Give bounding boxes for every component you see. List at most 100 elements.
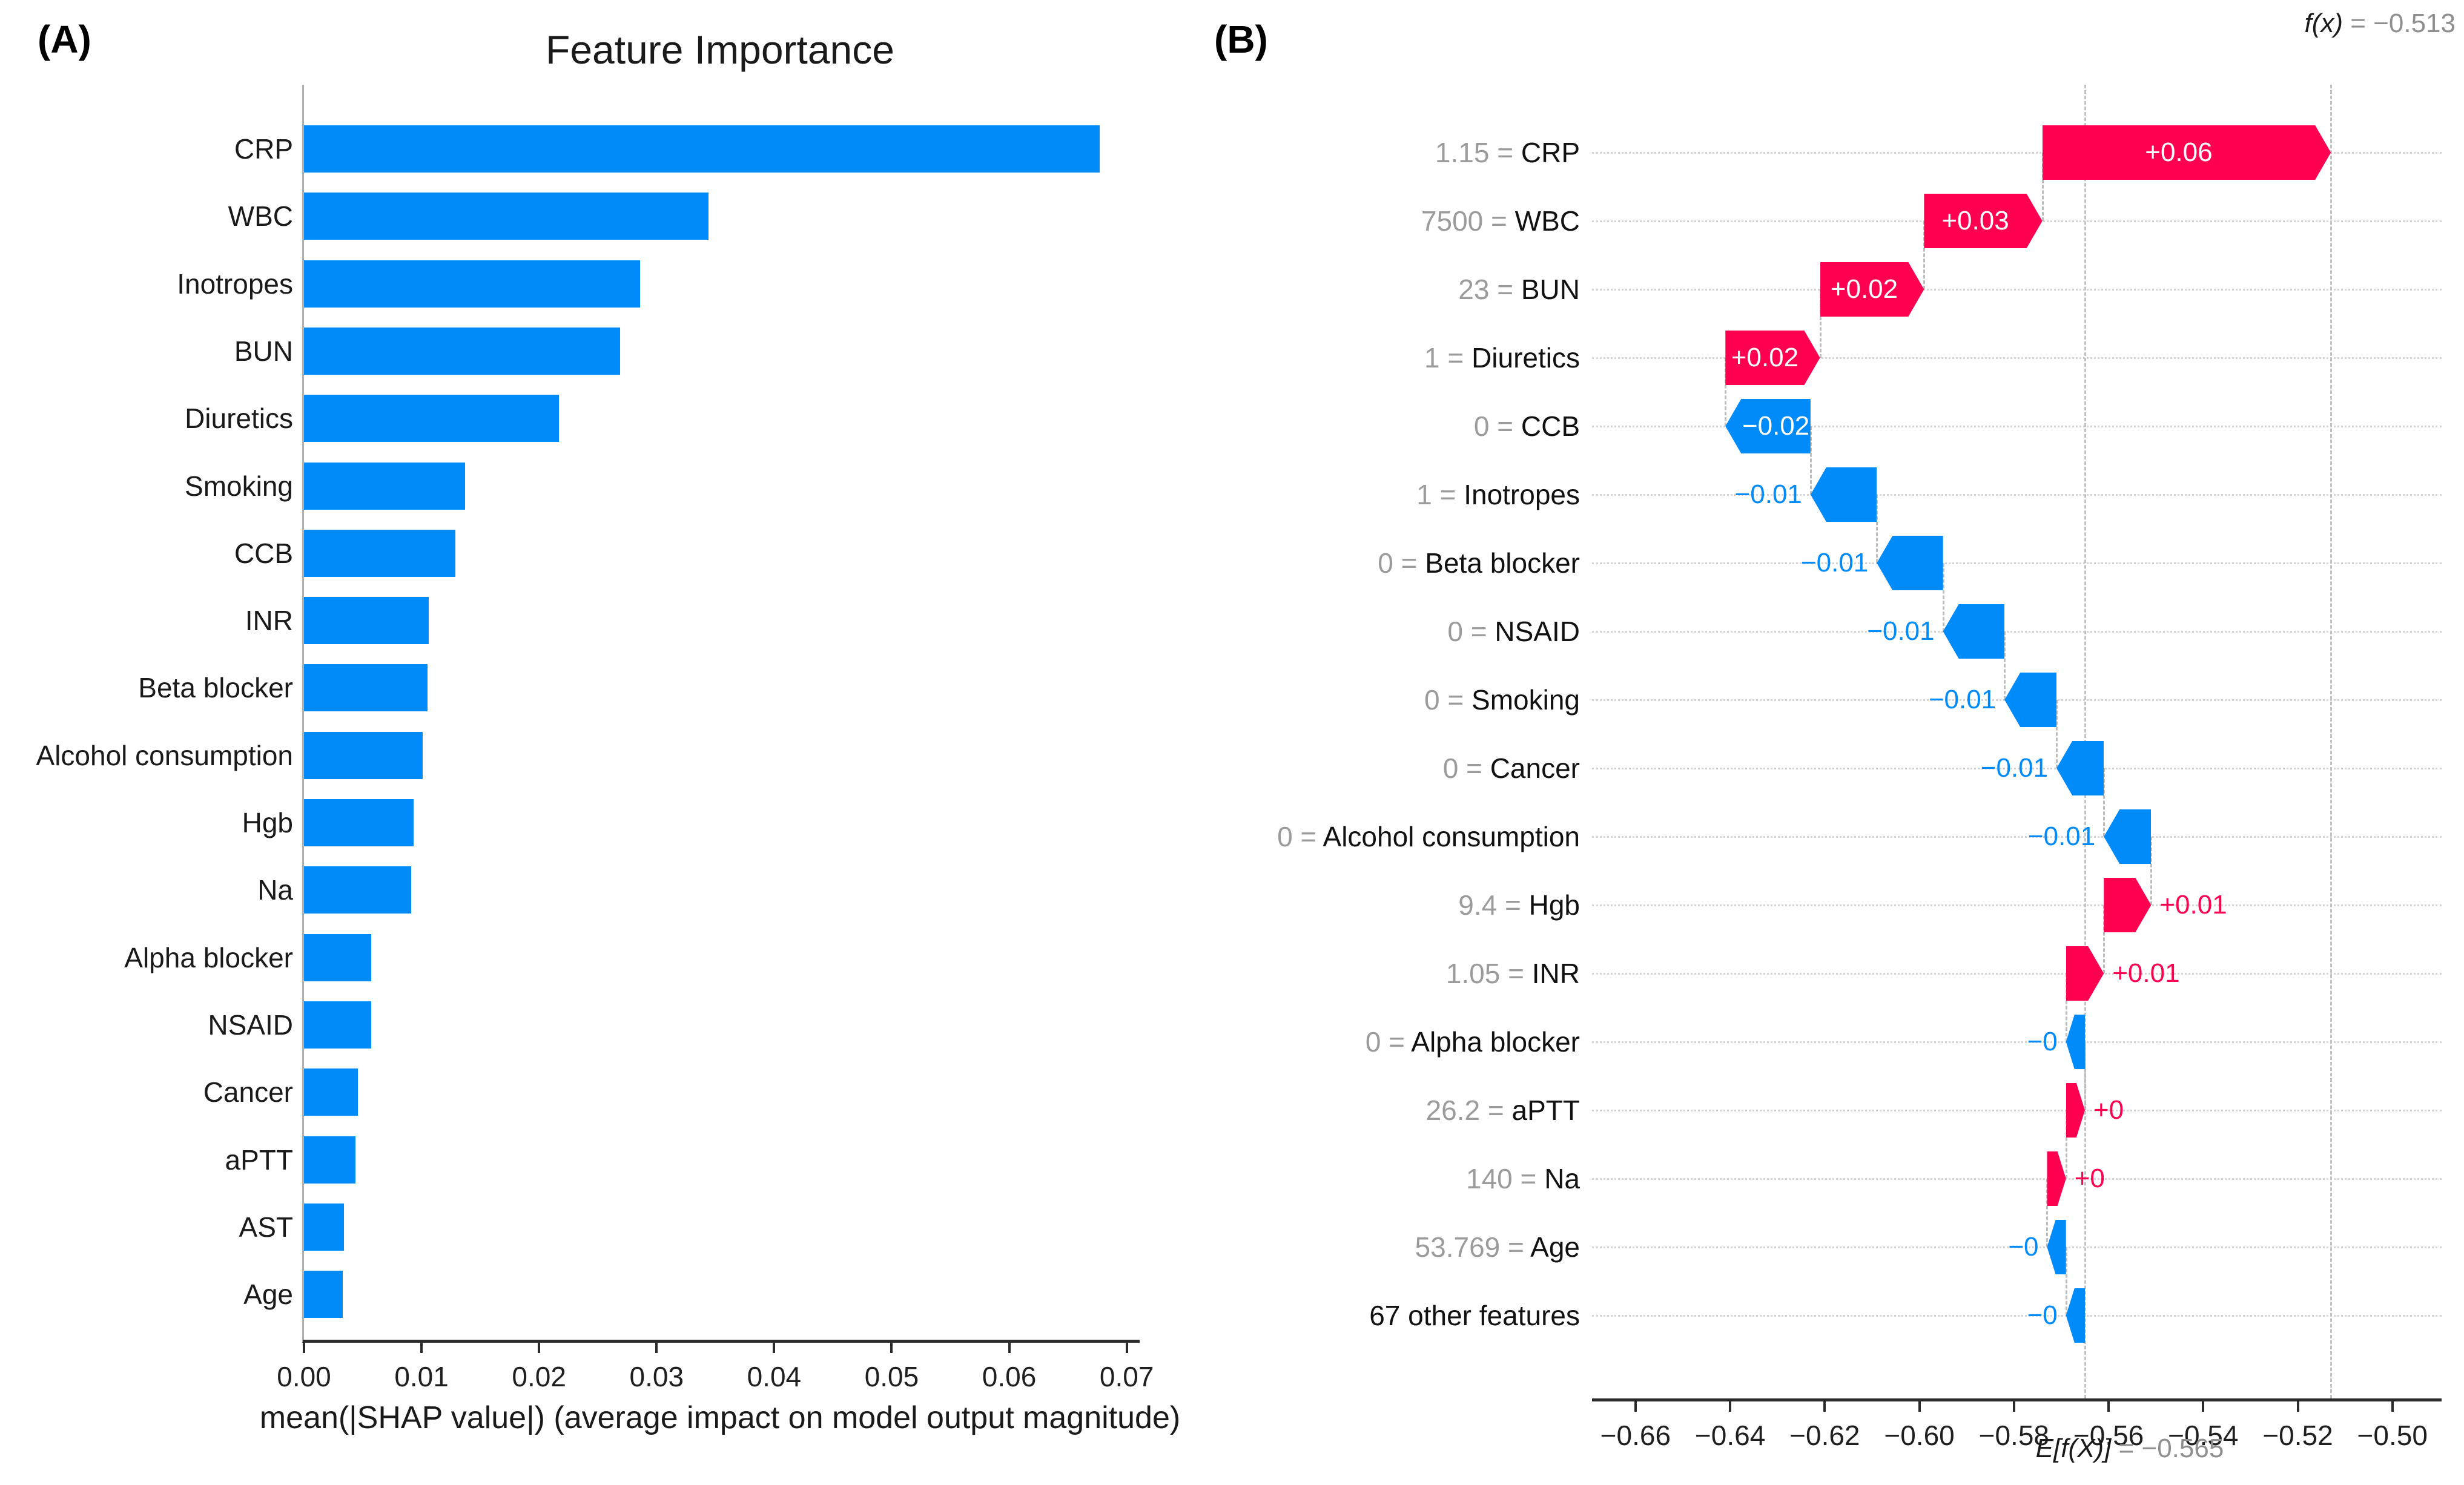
row-gridline-na xyxy=(1592,1178,2442,1180)
bar-value-inr: +0.01 xyxy=(2112,958,2180,988)
feature-name: Na xyxy=(1544,1163,1580,1194)
feature-value: 1 = xyxy=(1424,342,1472,374)
feature-name: Diuretics xyxy=(1471,342,1580,374)
x-tick-label-b-0: −0.66 xyxy=(1600,1420,1671,1451)
bar-value-beta-blocker: −0.01 xyxy=(1800,548,1869,578)
feature-value: 26.2 = xyxy=(1425,1095,1512,1126)
x-tick-a-0 xyxy=(303,1340,305,1353)
bar-value-smoking: −0.01 xyxy=(1928,685,1997,714)
feature-value: 0 = xyxy=(1365,1026,1412,1058)
row-label-diuretics: 1 = Diuretics xyxy=(1217,340,1580,376)
connector-15 xyxy=(2046,1179,2049,1247)
connector-1 xyxy=(1923,221,1926,289)
bar-diuretics xyxy=(304,395,560,443)
row-label-crp: 1.15 = CRP xyxy=(1217,134,1580,171)
x-tick-b-7 xyxy=(2296,1398,2299,1412)
y-label-nsaid: NSAID xyxy=(208,1009,293,1041)
row-label-67-other-features: 67 other features xyxy=(1217,1297,1580,1334)
feature-value: 0 = xyxy=(1378,547,1425,579)
feature-value: 0 = xyxy=(1277,821,1323,852)
x-tick-label-a-0: 0.00 xyxy=(277,1361,331,1392)
y-label-aptt: aPTT xyxy=(225,1144,293,1176)
connector-10 xyxy=(2150,837,2153,905)
feature-value: 0 = xyxy=(1473,410,1521,442)
x-tick-label-b-2: −0.62 xyxy=(1789,1420,1860,1451)
x-tick-label-b-4: −0.58 xyxy=(1978,1420,2050,1451)
y-label-inotropes: Inotropes xyxy=(177,268,293,300)
y-label-diuretics: Diuretics xyxy=(185,403,293,435)
x-tick-a-2 xyxy=(538,1340,541,1353)
bar-alcohol-consumption xyxy=(304,731,423,779)
feature-name: Smoking xyxy=(1471,684,1580,716)
x-tick-label-b-5: −0.56 xyxy=(2073,1420,2144,1451)
y-label-crp: CRP xyxy=(234,133,293,165)
feature-value: 1.15 = xyxy=(1435,137,1521,168)
bar-value-nsaid: −0.01 xyxy=(1867,616,1935,646)
feature-value: 9.4 = xyxy=(1458,889,1529,921)
y-label-alpha-blocker: Alpha blocker xyxy=(124,941,293,973)
connector-12 xyxy=(2065,973,2067,1042)
waterfall-bar-diuretics xyxy=(1725,331,1820,385)
y-label-na: Na xyxy=(257,874,293,906)
x-tick-label-a-6: 0.06 xyxy=(982,1361,1037,1392)
x-tick-b-6 xyxy=(2202,1398,2205,1412)
x-tick-a-3 xyxy=(655,1340,658,1353)
feature-value: 0 = xyxy=(1424,684,1472,716)
panel-a: (A) Feature Importance CRP WBC Inotropes BU… xyxy=(0,0,1199,1485)
x-tick-b-5 xyxy=(2107,1398,2110,1412)
waterfall-bar-hgb xyxy=(2104,878,2152,932)
feature-value: 0 = xyxy=(1442,752,1490,784)
x-tick-label-b-7: −0.52 xyxy=(2262,1420,2333,1451)
chart-a-title: Feature Importance xyxy=(546,27,894,72)
x-tick-label-a-2: 0.02 xyxy=(512,1361,566,1392)
connector-7 xyxy=(2004,631,2006,700)
row-label-bun: 23 = BUN xyxy=(1217,271,1580,308)
fx-value: = −0.513 xyxy=(2350,8,2456,38)
panel-b-label: (B) xyxy=(1214,18,1268,61)
feature-value: 23 = xyxy=(1458,274,1521,305)
connector-0 xyxy=(2041,153,2044,221)
connector-3 xyxy=(1725,358,1727,426)
bar-hgb xyxy=(304,799,414,846)
row-label-smoking: 0 = Smoking xyxy=(1217,682,1580,718)
bar-aptt xyxy=(304,1136,356,1184)
bar-na xyxy=(304,866,411,914)
row-gridline-crp xyxy=(1592,152,2442,154)
y-label-age: Age xyxy=(243,1279,293,1311)
bar-cancer xyxy=(304,1068,358,1116)
bar-ccb xyxy=(304,529,456,577)
row-gridline-aptt xyxy=(1592,1110,2442,1111)
waterfall-bar-smoking xyxy=(2004,673,2057,727)
row-gridline-inotropes xyxy=(1592,494,2442,496)
bar-value-alpha-blocker: −0 xyxy=(2027,1027,2058,1056)
connector-9 xyxy=(2103,768,2106,837)
waterfall-bar-beta-blocker xyxy=(1877,536,1943,590)
connector-2 xyxy=(1819,289,1822,358)
feature-name: 67 other features xyxy=(1369,1300,1580,1331)
x-tick-label-b-1: −0.64 xyxy=(1694,1420,1766,1451)
y-label-beta-blocker: Beta blocker xyxy=(138,672,293,704)
bar-chart-plot-area: CRP WBC Inotropes BUN Diuretics Smoking CCB INR… xyxy=(36,85,1154,1392)
x-tick-a-5 xyxy=(890,1340,893,1353)
feature-value: 1 = xyxy=(1416,479,1464,510)
waterfall-bar-inotropes xyxy=(1810,467,1877,522)
waterfall-bar-nsaid xyxy=(1943,604,2004,659)
bar-beta-blocker xyxy=(304,664,428,712)
x-tick-b-1 xyxy=(1729,1398,1732,1412)
fx-symbol: f(x) xyxy=(2304,8,2343,38)
waterfall-bar-age xyxy=(2047,1220,2066,1274)
waterfall-bar-cancer xyxy=(2056,741,2104,795)
feature-name: CRP xyxy=(1521,137,1580,168)
ef-value: = −0.565 xyxy=(2118,1434,2224,1463)
bar-bun xyxy=(304,327,621,375)
y-label-bun: BUN xyxy=(234,335,293,367)
x-tick-b-3 xyxy=(1918,1398,1921,1412)
ef-symbol: E[f(X)] xyxy=(2035,1434,2112,1463)
row-gridline-inr xyxy=(1592,973,2442,975)
row-gridline-bun xyxy=(1592,289,2442,291)
bar-value-cancer: −0.01 xyxy=(1980,753,2049,783)
x-tick-a-7 xyxy=(1125,1340,1128,1353)
bar-inr xyxy=(304,597,429,645)
x-tick-label-a-1: 0.01 xyxy=(394,1361,449,1392)
bar-wbc xyxy=(304,193,708,240)
